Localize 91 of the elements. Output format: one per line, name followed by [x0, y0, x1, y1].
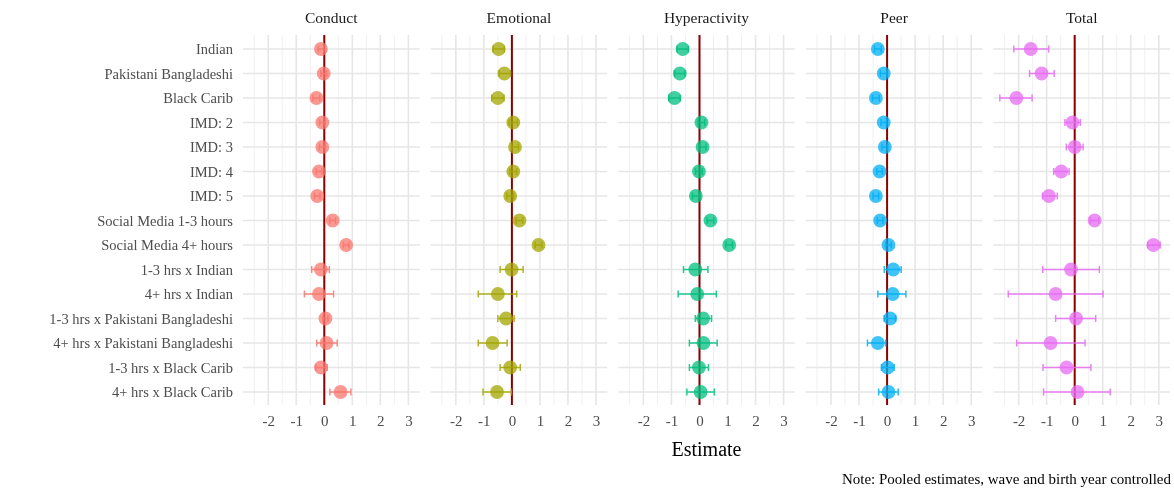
x-tick-label: 3 — [592, 412, 601, 429]
point — [877, 140, 892, 154]
y-tick-label: IMD: 3 — [189, 139, 233, 156]
point — [1059, 360, 1074, 375]
x-tick-label: -2 — [450, 412, 463, 429]
y-tick-label: Black Carib — [163, 90, 233, 107]
chart-title: Conduct — [305, 9, 359, 26]
chart-title: Total — [1065, 9, 1098, 26]
point — [315, 140, 330, 154]
y-tick-label: Social Media 1-3 hours — [97, 212, 234, 229]
x-tick-label: -1 — [853, 412, 866, 429]
point — [485, 336, 500, 350]
point — [881, 385, 896, 399]
point — [885, 287, 900, 301]
x-tick-label: 0 — [321, 412, 329, 429]
x-tick-label: 2 — [564, 412, 573, 429]
x-tick-label: -1 — [665, 412, 679, 429]
y-tick-label: 1-3 hrs x Pakistani Bangladeshi — [49, 310, 233, 327]
x-tick-label: 1 — [536, 412, 545, 429]
point — [1009, 91, 1024, 105]
point — [312, 287, 326, 301]
x-tick-label: 3 — [967, 412, 976, 429]
x-tick-label: 1 — [349, 412, 357, 429]
y-tick-label: 4+ hrs x Black Carib — [112, 384, 233, 401]
point — [870, 336, 885, 350]
point — [868, 189, 883, 203]
y-tick-label: IMD: 2 — [189, 114, 233, 131]
x-tick-label: -2 — [1012, 412, 1026, 429]
point — [1064, 262, 1078, 277]
point — [325, 213, 340, 228]
y-tick-label: 4+ hrs x Pakistani Bangladeshi — [53, 335, 233, 352]
y-tick-label: 4+ hrs x Indian — [144, 286, 234, 303]
chart-title: Hyperactivity — [663, 9, 750, 26]
x-tick-label: 2 — [939, 412, 948, 429]
x-tick-label: 2 — [752, 412, 760, 429]
point — [696, 311, 711, 326]
chart-title: Emotional — [486, 9, 552, 26]
x-tick-label: 0 — [508, 412, 517, 429]
x-tick-label: 0 — [883, 412, 892, 429]
point — [315, 115, 330, 130]
point — [688, 262, 703, 277]
point — [876, 115, 891, 130]
point — [310, 189, 325, 203]
x-tick-label: 3 — [780, 412, 788, 429]
point — [696, 336, 711, 350]
x-tick-label: -2 — [825, 412, 838, 429]
point — [692, 360, 706, 375]
x-tick-label: -2 — [262, 412, 275, 429]
point — [490, 385, 504, 399]
point — [1048, 287, 1063, 301]
x-tick-label: -1 — [1040, 412, 1054, 429]
chart-title: Peer — [880, 9, 909, 26]
point — [1023, 42, 1038, 56]
point — [339, 238, 354, 252]
x-tick-label: 1 — [1099, 412, 1107, 429]
x-tick-label: 3 — [1155, 412, 1164, 429]
text: Note: Pooled estimates, wave and birth year controlled — [841, 471, 1172, 487]
y-tick-label: Pakistani Bangladeshi — [104, 65, 233, 82]
x-tick-label: -1 — [478, 412, 491, 429]
x-tick-label: 2 — [377, 412, 385, 429]
x-axis-title: Estimate — [671, 438, 742, 460]
y-tick-label: IMD: 4 — [189, 163, 234, 180]
point — [319, 336, 334, 350]
point — [314, 262, 328, 277]
point — [886, 262, 901, 277]
x-tick-label: 0 — [1071, 412, 1079, 429]
point — [503, 360, 518, 375]
point — [490, 287, 505, 301]
y-tick-label: 1-3 hrs x Indian — [140, 261, 234, 278]
x-tick-label: 2 — [1127, 412, 1136, 429]
x-tick-label: 3 — [405, 412, 413, 429]
point — [316, 66, 331, 81]
point — [690, 287, 705, 301]
x-tick-label: 1 — [724, 412, 732, 429]
point — [499, 311, 513, 326]
x-tick-label: -1 — [290, 412, 304, 429]
point — [1069, 311, 1083, 326]
y-tick-label: Indian — [195, 41, 234, 58]
point — [504, 262, 519, 277]
point — [318, 311, 333, 326]
y-tick-label: IMD: 5 — [189, 188, 233, 205]
point — [1034, 66, 1049, 81]
y-tick-label: Social Media 4+ hours — [101, 237, 234, 254]
x-tick-label: 1 — [911, 412, 920, 429]
point — [1043, 336, 1058, 350]
point — [693, 385, 708, 399]
x-tick-label: -2 — [637, 412, 651, 429]
x-tick-label: 0 — [696, 412, 704, 429]
y-tick-label: 1-3 hrs x Black Carib — [108, 359, 233, 376]
point — [1070, 385, 1085, 399]
point — [333, 385, 348, 399]
